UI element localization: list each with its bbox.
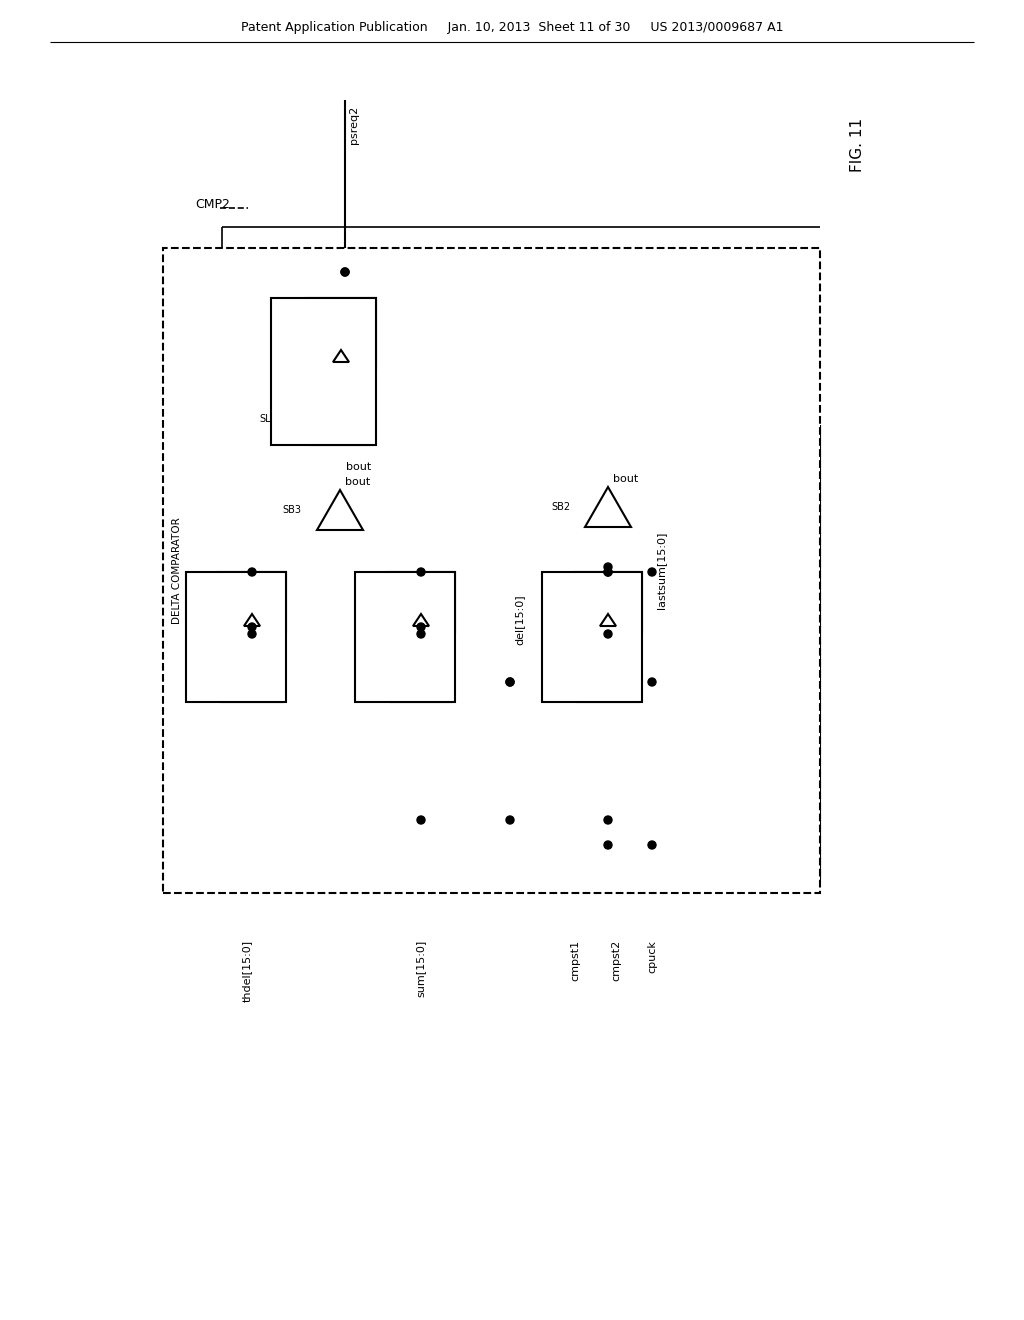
Circle shape [341, 268, 349, 276]
Text: SL40: SL40 [546, 677, 570, 686]
Circle shape [604, 630, 612, 638]
Text: CMP2: CMP2 [195, 198, 229, 211]
Text: bout: bout [345, 477, 371, 487]
Circle shape [604, 568, 612, 576]
Circle shape [648, 568, 656, 576]
Bar [306, 298, 376, 368]
Text: 0: 0 [400, 686, 407, 697]
Text: 1: 1 [267, 686, 273, 697]
Circle shape [604, 841, 612, 849]
Text: DF50: DF50 [594, 591, 623, 602]
Bar [271, 298, 376, 445]
Text: cmpst2: cmpst2 [611, 940, 621, 981]
Circle shape [506, 816, 514, 824]
Text: DELTA COMPARATOR: DELTA COMPARATOR [172, 517, 182, 624]
Circle shape [417, 623, 425, 631]
Text: sum[15:0]: sum[15:0] [416, 940, 426, 997]
Text: thdel[15:0]: thdel[15:0] [242, 940, 252, 1002]
Text: 1: 1 [436, 686, 442, 697]
Circle shape [648, 678, 656, 686]
Circle shape [248, 623, 256, 631]
Text: SL43: SL43 [259, 414, 283, 424]
Circle shape [417, 816, 425, 824]
Text: 0: 0 [319, 430, 326, 440]
Circle shape [506, 678, 514, 686]
Text: 0: 0 [587, 686, 593, 697]
Text: SB3: SB3 [282, 506, 301, 515]
Text: FIG. 11: FIG. 11 [851, 117, 865, 172]
Circle shape [248, 630, 256, 638]
Bar [542, 572, 642, 702]
Bar [218, 572, 286, 632]
Bar [186, 572, 286, 702]
Circle shape [506, 678, 514, 686]
Circle shape [604, 564, 612, 572]
Text: DF51: DF51 [407, 591, 435, 602]
Bar [574, 572, 642, 632]
Text: SL42: SL42 [190, 677, 214, 686]
Text: cmpst1: cmpst1 [570, 940, 580, 981]
Text: 1: 1 [356, 430, 362, 440]
Circle shape [648, 841, 656, 849]
Text: 0: 0 [231, 686, 238, 697]
Circle shape [417, 568, 425, 576]
Text: cpuck: cpuck [647, 940, 657, 973]
Circle shape [417, 630, 425, 638]
Text: lastsum[15:0]: lastsum[15:0] [656, 532, 666, 609]
Text: bout: bout [613, 474, 638, 484]
Text: Patent Application Publication     Jan. 10, 2013  Sheet 11 of 30     US 2013/000: Patent Application Publication Jan. 10, … [241, 21, 783, 34]
Text: bout: bout [346, 462, 372, 473]
Bar [387, 572, 455, 632]
Text: psreq2: psreq2 [349, 106, 359, 144]
Bar [355, 572, 455, 702]
Text: DF52: DF52 [238, 591, 266, 602]
Text: del[15:0]: del[15:0] [514, 595, 524, 645]
Circle shape [604, 816, 612, 824]
Text: 1: 1 [623, 686, 629, 697]
Bar [163, 248, 820, 894]
Text: SL41: SL41 [359, 677, 383, 686]
Text: DF53: DF53 [327, 323, 355, 333]
Circle shape [604, 568, 612, 576]
Text: SB2: SB2 [552, 502, 571, 512]
Circle shape [341, 268, 349, 276]
Circle shape [248, 568, 256, 576]
